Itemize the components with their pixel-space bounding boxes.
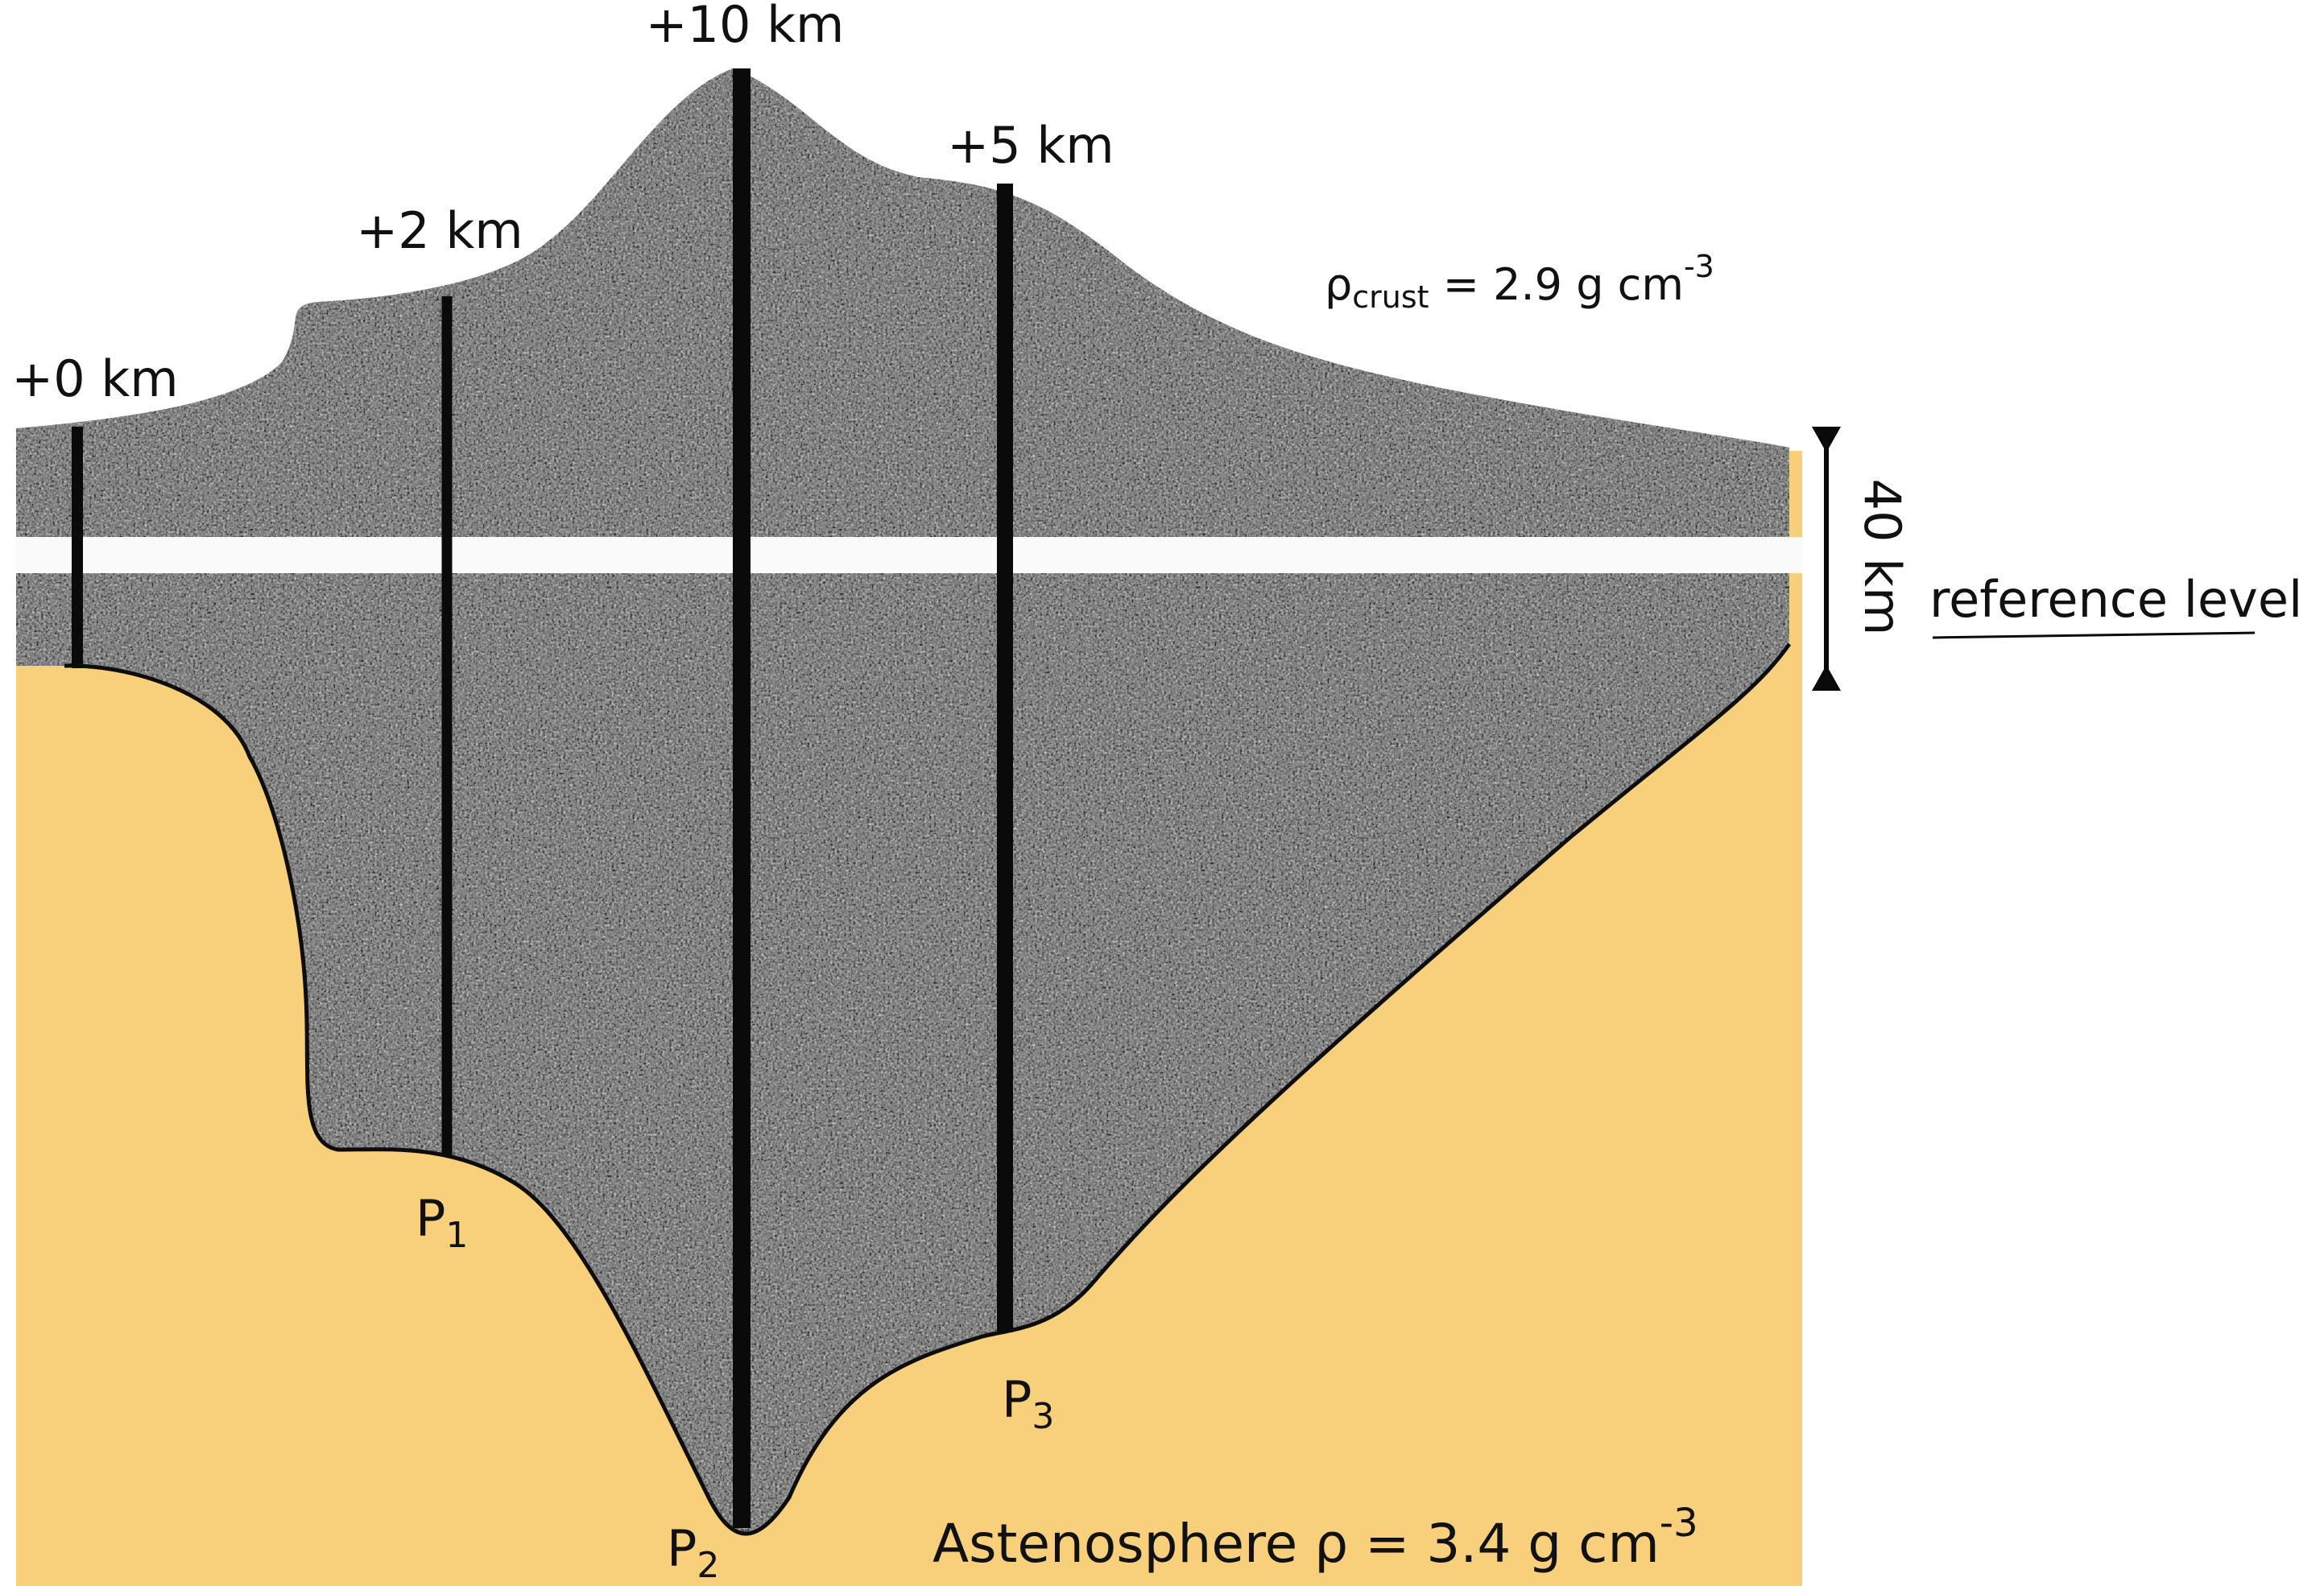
reference-level-label: reference level: [1929, 570, 2302, 629]
reference-level-band: [16, 537, 1802, 573]
crust-base-outline: [64, 642, 1792, 1536]
crust-rho-subscript: crust: [1352, 279, 1429, 315]
elevation-label-10km: +10 km: [646, 0, 845, 54]
p2-base: P: [667, 1519, 697, 1578]
reference-level-underline: [1932, 631, 2256, 639]
asthenosphere-label: Astenosphere ρ = 3.4 g cm-3: [932, 1501, 1698, 1575]
elevation-label-5km: +5 km: [947, 116, 1114, 175]
pressure-point-p3: P3: [1002, 1370, 1054, 1437]
pressure-point-p2: P2: [667, 1519, 719, 1586]
thickness-label: 40 km: [1853, 479, 1912, 636]
crust-rho: ρ: [1325, 259, 1352, 310]
arrowhead-down-icon: [1812, 665, 1841, 691]
elevation-label-0km: +0 km: [11, 349, 178, 408]
p1-subscript: 1: [445, 1215, 468, 1256]
asthenosphere-exponent: -3: [1660, 1501, 1698, 1546]
elevation-label-2km: +2 km: [356, 201, 523, 260]
crust-density-value: = 2.9 g cm: [1429, 259, 1684, 310]
crust-density-label: ρcrust = 2.9 g cm-3: [1325, 249, 1714, 315]
p2-subscript: 2: [697, 1545, 719, 1586]
crust-density-exponent: -3: [1684, 249, 1714, 284]
thickness-indicator: 40 km: [1812, 427, 1912, 691]
pressure-point-p1: P1: [416, 1189, 468, 1256]
p3-base: P: [1002, 1370, 1032, 1429]
p1-base: P: [416, 1189, 445, 1248]
p3-subscript: 3: [1032, 1396, 1054, 1437]
asthenosphere-text: Astenosphere ρ = 3.4 g cm: [932, 1513, 1660, 1575]
arrowhead-up-icon: [1812, 427, 1841, 452]
